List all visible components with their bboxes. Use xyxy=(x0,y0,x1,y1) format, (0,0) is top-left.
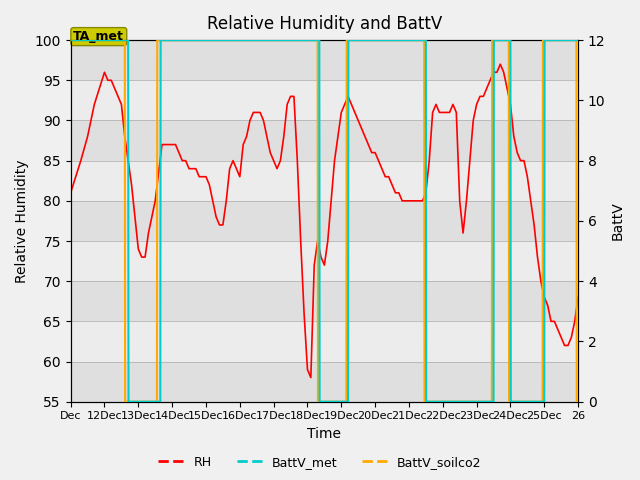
Text: TA_met: TA_met xyxy=(74,30,124,43)
Bar xyxy=(70,161,578,201)
Legend: RH, BattV_met, BattV_soilco2: RH, BattV_met, BattV_soilco2 xyxy=(154,451,486,474)
Bar xyxy=(70,281,578,322)
Bar xyxy=(70,40,578,80)
X-axis label: Time: Time xyxy=(307,427,341,441)
Bar xyxy=(70,241,578,281)
Bar xyxy=(70,201,578,241)
Title: Relative Humidity and BattV: Relative Humidity and BattV xyxy=(207,15,442,33)
Bar xyxy=(70,322,578,361)
Bar xyxy=(70,361,578,402)
Y-axis label: BattV: BattV xyxy=(611,202,625,240)
Y-axis label: Relative Humidity: Relative Humidity xyxy=(15,159,29,283)
Bar xyxy=(70,80,578,120)
Bar xyxy=(70,120,578,161)
